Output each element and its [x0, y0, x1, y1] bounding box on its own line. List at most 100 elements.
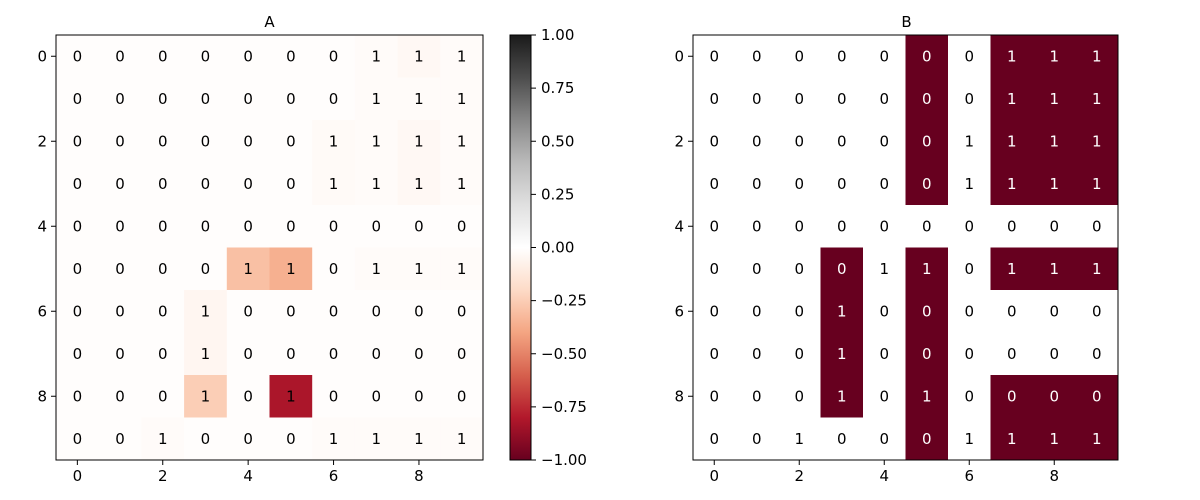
heatmap-a-cell [312, 247, 356, 291]
heatmap-a-cell [354, 120, 399, 163]
heatmap-b-cell-label: 0 [922, 47, 932, 65]
heatmap-a-cell [226, 417, 270, 461]
heatmap-a-cell [141, 35, 185, 78]
heatmap-a-cell [397, 375, 441, 418]
colorbar-tick-label: −0.50 [541, 345, 587, 363]
heatmap-b-cell [863, 120, 906, 163]
heatmap-a-cell [312, 290, 356, 333]
heatmap-b-cell [820, 205, 864, 248]
heatmap-panel-b: B 0 0 0 0 0 0 0 1 1 1 0 0 0 0 0 0 0 1 1 1 0 0 0 0 0 0 1 1 1 1 0 0 0 0 0 0 1 1… [674, 13, 1119, 485]
x-tick-label: 4 [879, 467, 889, 485]
heatmap-b-cell [948, 77, 991, 121]
y-tick-label: 2 [37, 132, 47, 150]
panel-b-cells: 0 0 0 0 0 0 0 1 1 1 0 0 0 0 0 0 0 1 1 1 0 0 0 0 0 0 1 1 1 1 0 0 0 0 0 0 1 1 1 1… [693, 35, 1119, 461]
heatmap-a-cell-label: 1 [371, 90, 381, 108]
heatmap-a-cell [440, 247, 484, 291]
heatmap-b-cell [1075, 162, 1119, 206]
x-tick-label: 0 [73, 467, 83, 485]
x-tick-label: 8 [1049, 467, 1059, 485]
heatmap-a-cell-label: 0 [201, 175, 211, 193]
heatmap-b-cell-label: 0 [922, 345, 932, 363]
heatmap-a-cell [141, 162, 185, 206]
heatmap-a-cell-label: 0 [371, 217, 381, 235]
heatmap-b-cell [905, 162, 949, 206]
heatmap-a-cell [269, 417, 313, 461]
heatmap-b-cell-label: 0 [922, 175, 932, 193]
heatmap-a-cell-label: 0 [286, 132, 296, 150]
heatmap-a-cell [98, 247, 142, 291]
heatmap-a-cell [354, 375, 399, 418]
heatmap-b-cell [735, 162, 779, 206]
heatmap-a-cell-label: 0 [115, 345, 125, 363]
heatmap-a-cell-label: 0 [286, 430, 296, 448]
heatmap-b-cell [905, 417, 949, 461]
heatmap-a-cell-label: 0 [329, 260, 339, 278]
heatmap-a-cell-label: 0 [158, 47, 168, 65]
heatmap-a-cell-label: 0 [243, 175, 253, 193]
heatmap-b-cell-label: 0 [922, 132, 932, 150]
heatmap-a-cell-label: 1 [457, 47, 467, 65]
heatmap-a-cell-label: 0 [115, 132, 125, 150]
heatmap-b-cell-label: 0 [709, 345, 719, 363]
heatmap-b-cell [1075, 120, 1119, 163]
heatmap-a-cell [226, 35, 270, 78]
heatmap-a-cell [397, 205, 441, 248]
heatmap-a-cell [226, 247, 270, 291]
heatmap-b-cell-label: 1 [1092, 47, 1102, 65]
heatmap-b-cell [990, 247, 1034, 291]
heatmap-b-cell [948, 205, 991, 248]
heatmap-b-cell-label: 0 [752, 217, 762, 235]
heatmap-a-cell [226, 332, 270, 376]
heatmap-a-cell-label: 0 [158, 132, 168, 150]
heatmap-a-cell-label: 0 [115, 47, 125, 65]
heatmap-a-cell-label: 0 [243, 217, 253, 235]
heatmap-a-cell-label: 1 [286, 387, 296, 405]
heatmap-a-cell-label: 0 [158, 302, 168, 320]
heatmap-b-cell-label: 0 [1007, 345, 1017, 363]
heatmap-a-cell [226, 375, 270, 418]
heatmap-b-cell-label: 0 [752, 302, 762, 320]
heatmap-a-cell-label: 0 [286, 47, 296, 65]
heatmap-b-cell-label: 1 [1007, 90, 1017, 108]
heatmap-b-cell-label: 0 [964, 217, 974, 235]
heatmap-a-cell [141, 120, 185, 163]
heatmap-a-cell-label: 0 [73, 132, 83, 150]
colorbar-tick-label: −0.25 [541, 292, 587, 310]
heatmap-b-cell-label: 1 [1092, 260, 1102, 278]
heatmap-b-cell [990, 77, 1034, 121]
heatmap-b-cell [778, 205, 821, 248]
y-tick-label: 8 [674, 387, 684, 405]
heatmap-a-cell-label: 0 [243, 430, 253, 448]
heatmap-a-cell [269, 247, 313, 291]
heatmap-a-cell-label: 0 [243, 345, 253, 363]
heatmap-a-cell [354, 162, 399, 206]
heatmap-a-cell [269, 120, 313, 163]
heatmap-b-cell [863, 35, 906, 78]
y-tick-label: 6 [37, 302, 47, 320]
panel-a-title: A [264, 13, 275, 31]
heatmap-a-cell [312, 332, 356, 376]
heatmap-b-cell-label: 0 [1007, 217, 1017, 235]
heatmap-a-cell [397, 162, 441, 206]
heatmap-a-cell [354, 332, 399, 376]
heatmap-b-cell-label: 0 [794, 387, 804, 405]
heatmap-a-cell [354, 417, 399, 461]
heatmap-a-cell [184, 290, 228, 333]
heatmap-a-cell [397, 332, 441, 376]
heatmap-b-cell-label: 1 [964, 132, 974, 150]
panel-a-axes: 0 2 4 6 8 0 2 4 6 8 [37, 47, 423, 485]
heatmap-b-cell-label: 0 [879, 47, 889, 65]
heatmap-b-cell [693, 162, 736, 206]
heatmap-a-cell [312, 77, 356, 121]
heatmap-b-cell [735, 35, 779, 78]
heatmap-a-cell [98, 205, 142, 248]
heatmap-b-cell-label: 0 [794, 345, 804, 363]
y-tick-label: 0 [37, 47, 47, 65]
heatmap-b-cell [820, 417, 864, 461]
heatmap-b-cell-label: 0 [709, 47, 719, 65]
heatmap-a-cell-label: 1 [286, 260, 296, 278]
heatmap-b-cell-label: 0 [837, 175, 847, 193]
panel-a-frame [55, 34, 484, 461]
heatmap-a-cell [312, 417, 356, 461]
heatmap-b-cell-label: 1 [1049, 430, 1059, 448]
